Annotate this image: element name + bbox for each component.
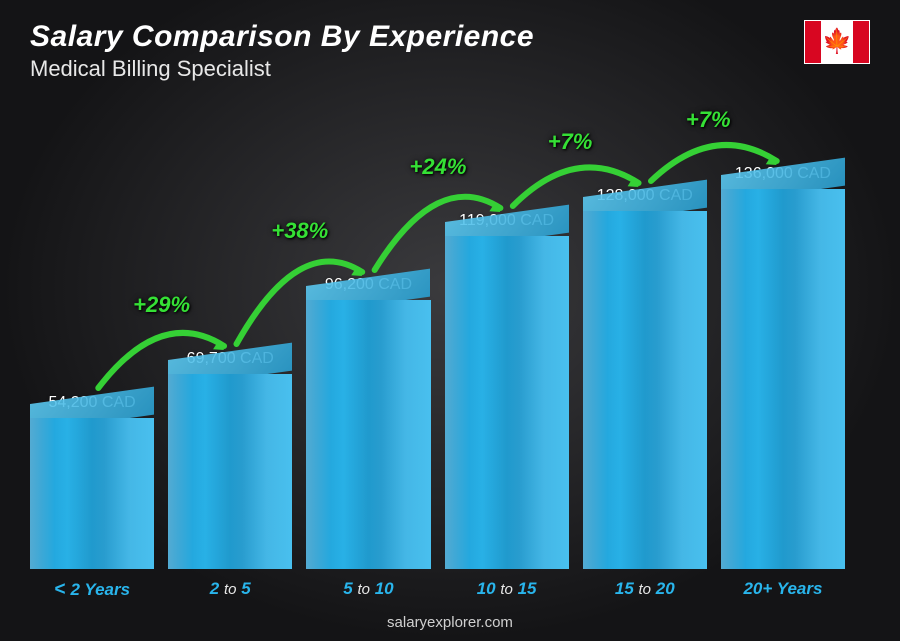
x-axis-category: 10 to 15 xyxy=(445,579,569,601)
canada-flag-icon: 🍁 xyxy=(804,20,870,64)
header: Salary Comparison By Experience Medical … xyxy=(30,20,870,82)
x-axis-category: 5 to 10 xyxy=(306,579,430,601)
chart-title: Salary Comparison By Experience xyxy=(30,20,870,54)
x-axis-category: < 2 Years xyxy=(30,579,154,601)
x-axis-category: 20+ Years xyxy=(721,579,845,601)
chart-subtitle: Medical Billing Specialist xyxy=(30,56,870,82)
increase-arrow-icon xyxy=(30,100,845,569)
x-axis-category: 15 to 20 xyxy=(583,579,707,601)
increase-percent-label: +7% xyxy=(686,107,731,133)
x-axis-labels: < 2 Years 2 to 5 5 to 10 10 to 15 15 to 20 20… xyxy=(30,579,845,601)
footer-source: salaryexplorer.com xyxy=(0,614,900,631)
x-axis-category: 2 to 5 xyxy=(168,579,292,601)
chart-area: 54,200 CAD 69,700 CAD 96,200 CAD 119,000… xyxy=(30,100,845,569)
infographic-container: Salary Comparison By Experience Medical … xyxy=(0,0,900,641)
